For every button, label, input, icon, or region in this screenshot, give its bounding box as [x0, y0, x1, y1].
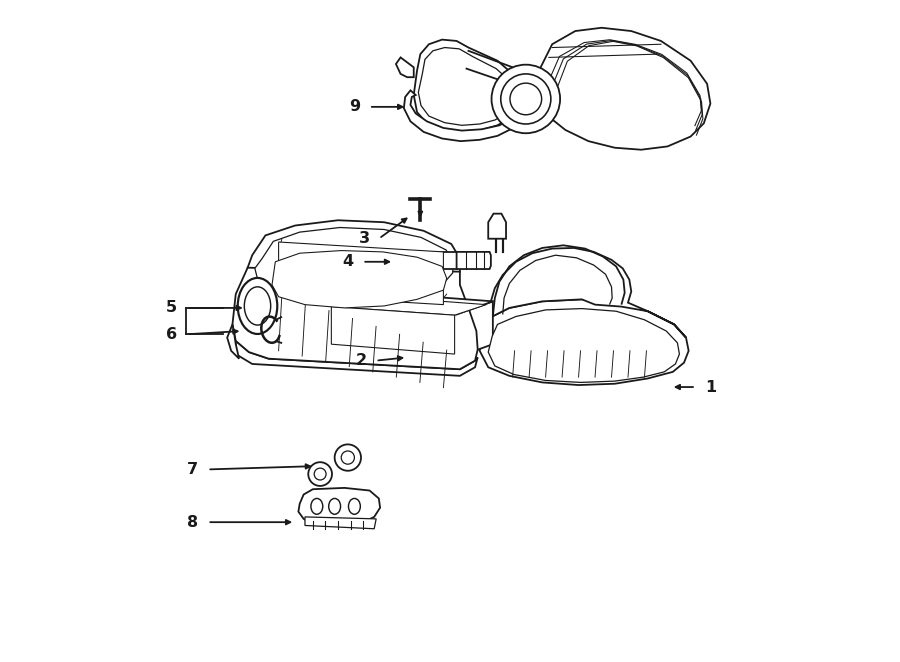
Text: 1: 1: [705, 379, 716, 395]
Circle shape: [510, 83, 542, 115]
Text: 2: 2: [356, 353, 366, 368]
Polygon shape: [305, 517, 376, 529]
FancyArrowPatch shape: [418, 202, 422, 215]
Polygon shape: [236, 341, 478, 376]
Polygon shape: [325, 305, 456, 357]
Polygon shape: [299, 488, 380, 524]
Ellipse shape: [328, 498, 340, 514]
Text: 5: 5: [166, 301, 177, 315]
Polygon shape: [418, 48, 516, 125]
Polygon shape: [331, 307, 454, 354]
Text: 6: 6: [166, 327, 177, 342]
Polygon shape: [488, 214, 506, 239]
Polygon shape: [279, 242, 444, 305]
Ellipse shape: [348, 498, 360, 514]
Polygon shape: [331, 295, 486, 315]
Text: 8: 8: [187, 514, 199, 530]
Ellipse shape: [238, 278, 277, 334]
Circle shape: [335, 444, 361, 471]
Polygon shape: [480, 299, 688, 385]
Circle shape: [491, 65, 560, 133]
Circle shape: [341, 451, 355, 464]
Polygon shape: [396, 58, 414, 77]
Polygon shape: [456, 301, 493, 357]
Polygon shape: [490, 248, 686, 338]
Polygon shape: [232, 267, 478, 369]
Polygon shape: [488, 308, 680, 383]
Circle shape: [314, 468, 326, 480]
Text: 3: 3: [359, 231, 370, 246]
Polygon shape: [407, 252, 417, 269]
Polygon shape: [248, 220, 460, 301]
Ellipse shape: [310, 498, 323, 514]
Polygon shape: [325, 291, 493, 314]
Polygon shape: [414, 40, 524, 132]
Polygon shape: [404, 91, 526, 141]
Polygon shape: [539, 28, 710, 150]
Polygon shape: [272, 251, 446, 308]
Polygon shape: [227, 324, 239, 359]
Polygon shape: [456, 252, 491, 269]
Circle shape: [309, 462, 332, 486]
Text: 7: 7: [187, 462, 199, 477]
Polygon shape: [417, 252, 456, 269]
Text: 4: 4: [342, 254, 354, 269]
Ellipse shape: [244, 287, 271, 325]
Polygon shape: [255, 228, 454, 299]
Circle shape: [500, 74, 551, 124]
Text: 9: 9: [349, 99, 360, 115]
